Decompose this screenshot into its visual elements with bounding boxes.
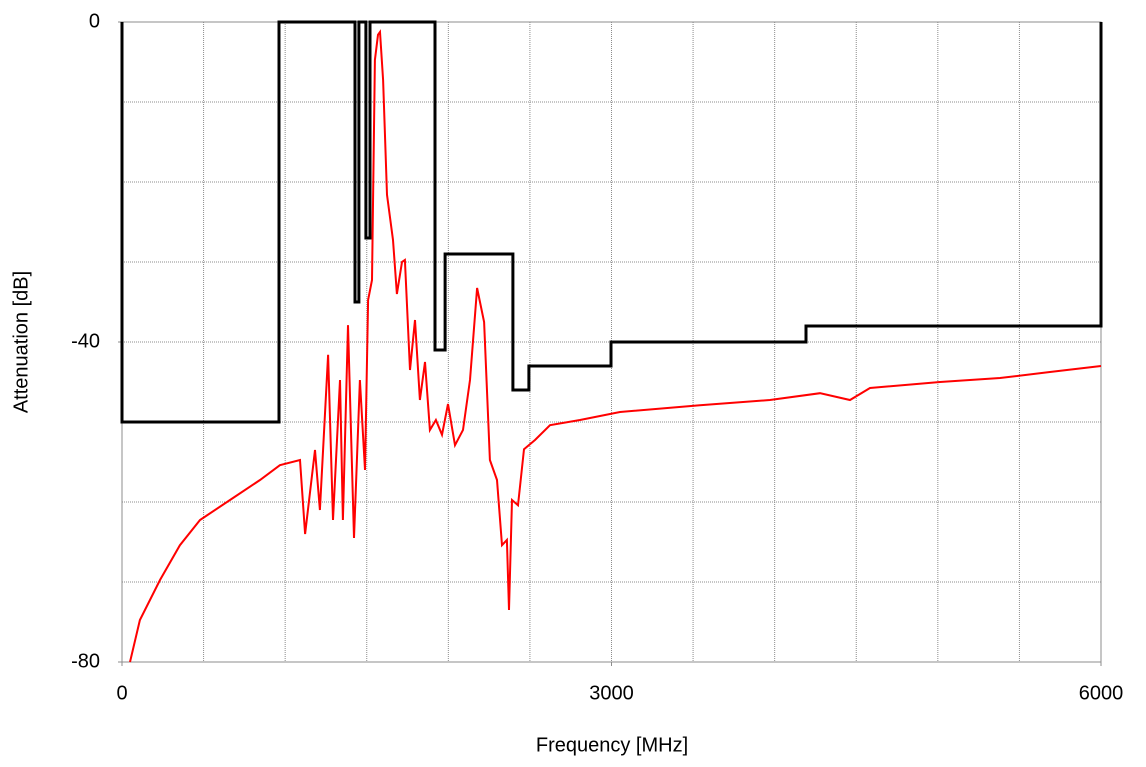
x-tick-label: 0 (116, 682, 127, 704)
x-tick-label: 6000 (1079, 682, 1124, 704)
y-tick-label: -80 (71, 650, 100, 672)
y-tick-label: -40 (71, 330, 100, 352)
x-axis-label: Frequency [MHz] (536, 734, 688, 756)
series-line (129, 29, 1102, 663)
x-tick-label: 3000 (589, 682, 634, 704)
series-line (120, 20, 1103, 424)
y-tick-label: 0 (89, 10, 100, 32)
y-axis-label: Attenuation [dB] (10, 271, 32, 413)
